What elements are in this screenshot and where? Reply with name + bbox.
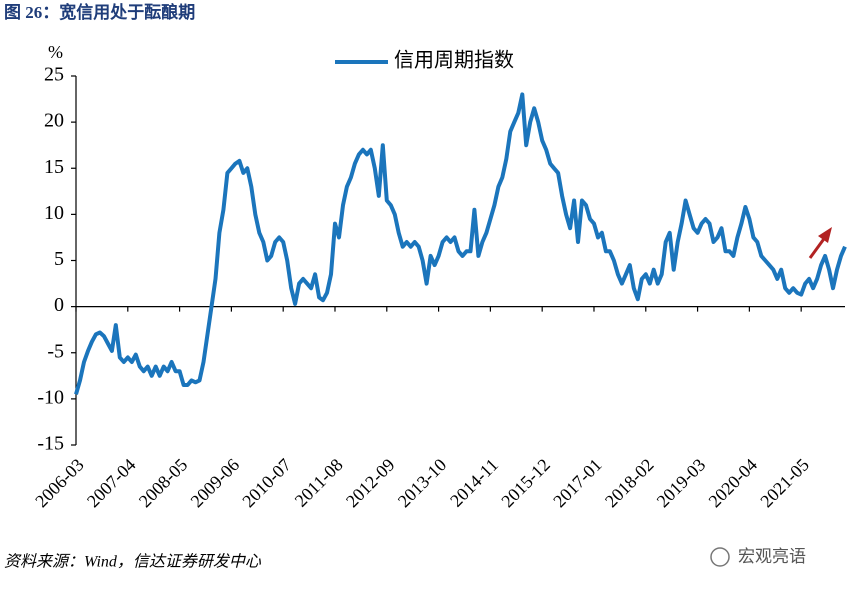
x-tick-label: 2010-07 [238, 455, 295, 512]
x-tick-label: 2013-10 [394, 455, 451, 512]
watermark-icon [710, 547, 730, 567]
x-tick-label: 2012-09 [342, 455, 399, 512]
y-tick-label: -5 [47, 340, 64, 362]
x-tick-label: 2020-04 [705, 455, 762, 512]
y-tick-label: -10 [37, 386, 64, 408]
watermark: 宏观亮语 [738, 547, 806, 567]
y-unit: % [48, 42, 63, 62]
x-tick-label: 2006-03 [31, 455, 88, 512]
x-tick-label: 2015-12 [497, 455, 554, 512]
line-series [74, 92, 847, 395]
x-tick-label: 2018-02 [601, 455, 658, 512]
source: 资料来源：Wind，信达证券研发中心 [4, 553, 262, 571]
y-tick-label: 0 [54, 294, 64, 316]
x-tick-label: 2007-04 [83, 455, 140, 512]
y-tick-label: -15 [37, 433, 64, 455]
y-tick-label: 10 [44, 202, 64, 224]
y-tick-label: 25 [44, 64, 64, 86]
x-tick-label: 2008-05 [135, 455, 192, 512]
chart-title: 图 26：宽信用处于酝酿期 [4, 2, 195, 22]
legend-label: 信用周期指数 [394, 49, 514, 72]
trend-arrow-head [818, 227, 832, 243]
x-tick-label: 2011-08 [291, 455, 347, 511]
y-tick-label: 15 [44, 156, 64, 178]
x-tick-label: 2019-03 [653, 455, 710, 512]
y-tick-label: 5 [54, 248, 64, 270]
x-tick-label: 2017-01 [549, 455, 606, 512]
x-tick-label: 2021-05 [756, 455, 813, 512]
x-tick-label: 2014-11 [446, 455, 502, 511]
y-tick-label: 20 [44, 110, 64, 132]
x-tick-label: 2009-06 [187, 455, 244, 512]
